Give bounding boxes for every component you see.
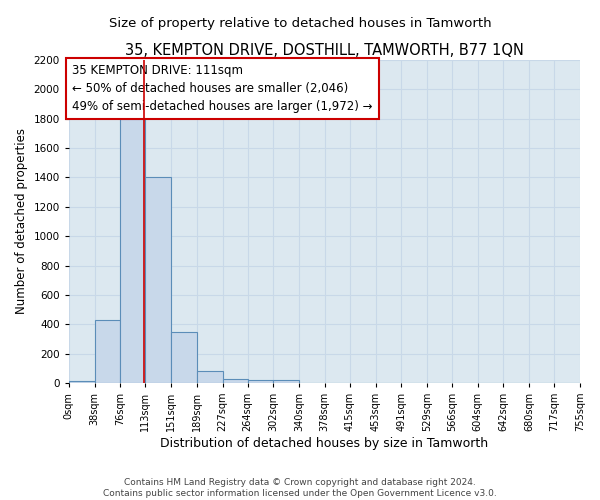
Y-axis label: Number of detached properties: Number of detached properties xyxy=(15,128,28,314)
Bar xyxy=(223,378,248,383)
Bar xyxy=(69,380,95,383)
Bar xyxy=(248,380,273,383)
Bar xyxy=(120,119,145,383)
Bar xyxy=(197,371,223,383)
Title: 35, KEMPTON DRIVE, DOSTHILL, TAMWORTH, B77 1QN: 35, KEMPTON DRIVE, DOSTHILL, TAMWORTH, B… xyxy=(125,42,524,58)
Text: Size of property relative to detached houses in Tamworth: Size of property relative to detached ho… xyxy=(109,18,491,30)
Bar xyxy=(273,380,299,383)
Bar xyxy=(95,320,120,383)
Text: 35 KEMPTON DRIVE: 111sqm
← 50% of detached houses are smaller (2,046)
49% of sem: 35 KEMPTON DRIVE: 111sqm ← 50% of detach… xyxy=(72,64,373,112)
Bar xyxy=(145,178,171,383)
Text: Contains HM Land Registry data © Crown copyright and database right 2024.
Contai: Contains HM Land Registry data © Crown c… xyxy=(103,478,497,498)
Bar xyxy=(171,332,197,383)
X-axis label: Distribution of detached houses by size in Tamworth: Distribution of detached houses by size … xyxy=(160,437,488,450)
